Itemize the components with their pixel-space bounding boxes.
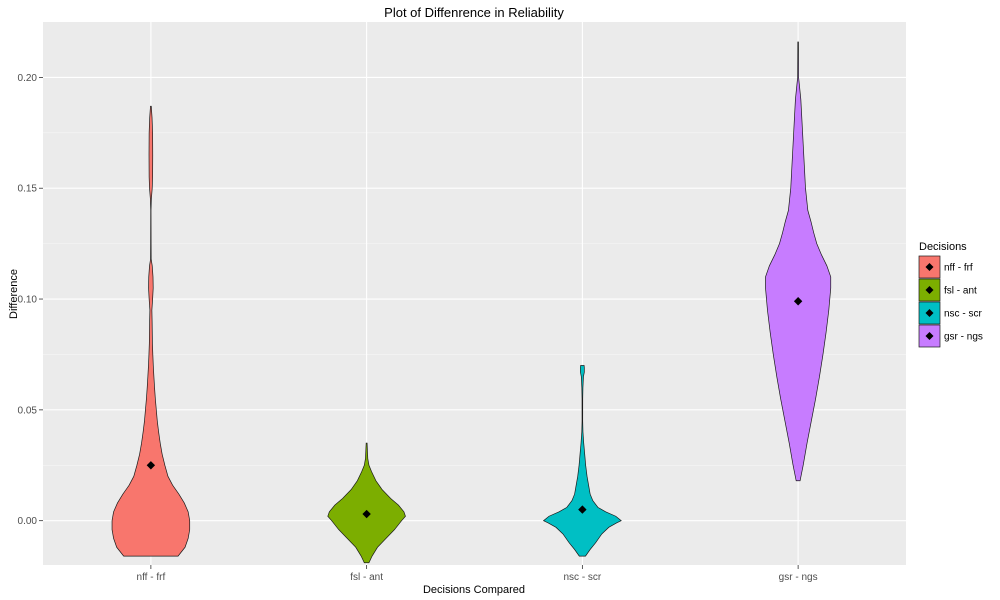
violins: [111, 41, 832, 564]
violin-nsc-scr: [542, 365, 622, 557]
legend-key-marker: [925, 286, 934, 294]
y-axis-title: Difference: [8, 269, 20, 319]
violin-nff-frf: [111, 105, 191, 557]
plot-panel: [43, 22, 906, 565]
violin-fsl-ant: [327, 442, 406, 564]
mean-marker: [146, 461, 156, 470]
mean-marker: [362, 509, 371, 519]
legend-label: fsl - ant: [944, 286, 977, 297]
x-axis: nff - frf fsl - ant nsc - scr gsr - ngs: [137, 565, 818, 583]
mean-marker: [578, 505, 587, 514]
x-tick-label: gsr - ngs: [779, 572, 818, 583]
legend-label: nff - frf: [944, 263, 973, 274]
legend: Decisions nff - frf fsl - ant nsc - scr gsr…: [918, 241, 983, 348]
mean-markers: [146, 297, 803, 519]
y-tick-label: 0.05: [18, 405, 38, 416]
x-axis-title: Decisions Compared: [423, 584, 525, 596]
y-tick-label: 0.10: [18, 295, 38, 306]
y-tick-label: 0.00: [18, 516, 38, 527]
legend-label: gsr - ngs: [944, 332, 983, 343]
legend-key-marker: [925, 309, 934, 317]
x-tick-label: fsl - ant: [350, 572, 383, 583]
chart-title: Plot of Diffenrence in Reliability: [384, 5, 564, 20]
x-tick-label: nff - frf: [137, 572, 166, 583]
legend-title: Decisions: [919, 241, 967, 253]
y-tick-label: 0.15: [18, 184, 38, 195]
violin-gsr-ngs: [765, 41, 832, 482]
y-tick-label: 0.20: [18, 73, 38, 84]
legend-key-marker: [925, 332, 934, 340]
x-tick-label: nsc - scr: [563, 572, 601, 583]
mean-marker: [793, 297, 803, 306]
y-axis: 0.00 0.05 0.10 0.15 0.20: [18, 73, 43, 527]
legend-key-marker: [925, 263, 934, 271]
legend-label: nsc - scr: [944, 309, 982, 320]
